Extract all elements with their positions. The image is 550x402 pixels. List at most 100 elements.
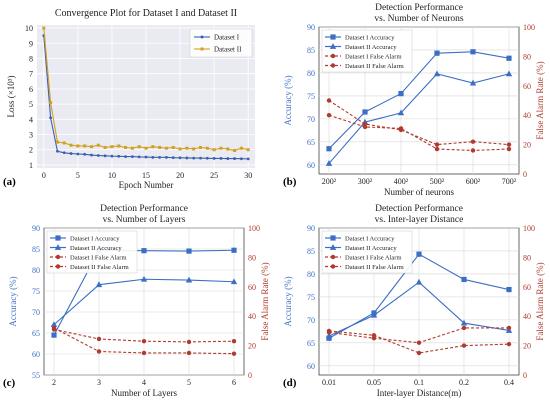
y-tick-label: 60 <box>307 362 315 371</box>
data-point <box>326 328 332 334</box>
legend-item-marker <box>330 63 336 68</box>
data-point <box>239 146 243 150</box>
data-point <box>137 155 141 159</box>
y-tick-label: 5 <box>29 100 33 109</box>
convergence-chart: 0 5 10 15 20 25 30 1 2 3 4 5 6 7 8 9 10 Convergence Plot … <box>6 8 255 190</box>
y2-tick-label: 40 <box>523 312 531 321</box>
x-axis-label: Inter-layer Distance(m) <box>377 388 462 398</box>
data-point <box>362 124 368 130</box>
y2-tick-label: 100 <box>523 23 535 32</box>
data-point <box>325 332 333 339</box>
data-point <box>326 98 332 103</box>
x-tick-label: 300² <box>358 177 373 186</box>
data-point <box>506 55 512 61</box>
y-tick-label: 65 <box>307 138 315 147</box>
legend-item-text: Dataset I Accuracy <box>70 236 120 243</box>
data-point <box>141 338 147 344</box>
data-point <box>469 79 477 86</box>
data-point <box>90 145 93 149</box>
data-point <box>212 148 216 152</box>
chart-subtitle: vs. Inter-layer Distance <box>375 215 464 225</box>
data-point <box>141 350 147 356</box>
y-tick-label: 2 <box>29 146 33 155</box>
y-tick-label: 6 <box>29 85 33 94</box>
data-point <box>96 154 100 157</box>
panel-label-d: (d) <box>283 377 297 389</box>
y-tick-label: 75 <box>307 293 315 302</box>
data-point <box>460 319 468 326</box>
data-point <box>398 91 404 97</box>
data-point <box>433 70 441 77</box>
y-tick-label: 75 <box>307 92 315 101</box>
data-point <box>140 275 148 282</box>
data-point <box>192 156 196 160</box>
y-tick-label: 70 <box>32 308 40 317</box>
data-point <box>56 149 59 153</box>
y2-axis-label: False Alarm Rate (%) <box>535 262 545 340</box>
legend-item-text: Dataset II False Alarm <box>345 264 404 271</box>
y-tick-label: 10 <box>25 24 33 33</box>
panel-label-b: (b) <box>283 176 297 188</box>
data-point <box>185 156 189 160</box>
legend-item-text: Dataset II Accuracy <box>345 245 397 252</box>
y2-tick-label: 0 <box>523 170 527 179</box>
data-point <box>62 141 66 145</box>
x-tick-label: 0.01 <box>322 378 336 387</box>
x-tick-label: 0.05 <box>367 378 381 387</box>
x-tick-label: 0.4 <box>504 378 514 387</box>
data-point <box>83 144 87 148</box>
y-axis-label: Accuracy (%) <box>283 75 293 125</box>
data-point <box>326 113 332 118</box>
data-point <box>76 144 80 148</box>
y2-tick-label: 0 <box>523 371 527 380</box>
y-tick-label: 65 <box>307 339 315 348</box>
y-tick-label: 7 <box>29 70 33 79</box>
legend-box <box>189 28 253 58</box>
data-point <box>233 149 237 153</box>
data-point <box>371 333 377 338</box>
y2-tick-label: 60 <box>523 283 531 292</box>
y-tick-label: 4 <box>29 115 33 124</box>
legend-text: Dataset I <box>214 34 240 42</box>
legend-marker <box>200 47 204 51</box>
data-point <box>103 145 107 149</box>
data-point <box>246 157 250 161</box>
data-point <box>103 154 107 158</box>
y2-tick-label: 100 <box>523 224 535 233</box>
data-point <box>137 145 141 149</box>
data-point <box>470 49 476 55</box>
y2-tick-label: 60 <box>248 283 256 292</box>
y-tick-label: 80 <box>307 69 315 78</box>
data-point <box>506 142 512 147</box>
data-point <box>506 146 512 152</box>
x-tick-label: 0.1 <box>414 378 424 387</box>
data-point <box>415 278 423 285</box>
y2-tick-label: 0 <box>248 371 252 380</box>
data-point <box>171 156 175 160</box>
legend-item-text: Dataset II Accuracy <box>345 44 397 51</box>
y2-tick-label: 20 <box>523 342 531 351</box>
y-tick-label: 75 <box>32 287 40 296</box>
chart-subtitle: vs. Number of Neurons <box>374 13 463 24</box>
data-point <box>226 157 230 160</box>
data-point <box>186 339 192 345</box>
y-tick-label: 85 <box>307 247 315 256</box>
data-point <box>416 340 422 345</box>
legend-item-marker <box>330 53 336 59</box>
y2-tick-label: 80 <box>248 253 256 262</box>
legend-item-marker <box>330 235 336 241</box>
chart-title: Detection Performance <box>375 203 463 214</box>
data-point <box>506 341 512 347</box>
legend-item-marker <box>54 244 62 250</box>
y-axis-label: Accuracy (%) <box>283 276 293 326</box>
y2-tick-label: 100 <box>248 224 260 233</box>
data-point <box>95 281 103 288</box>
x-tick-label: 700² <box>502 177 517 186</box>
y-tick-label: 9 <box>29 39 33 48</box>
data-point <box>144 155 148 159</box>
y2-axis-label: False Alarm Rate (%) <box>535 61 545 139</box>
x-tick-label: 5 <box>76 171 80 180</box>
data-point <box>96 349 102 354</box>
data-point <box>416 251 422 257</box>
legend-item-marker <box>55 235 61 241</box>
